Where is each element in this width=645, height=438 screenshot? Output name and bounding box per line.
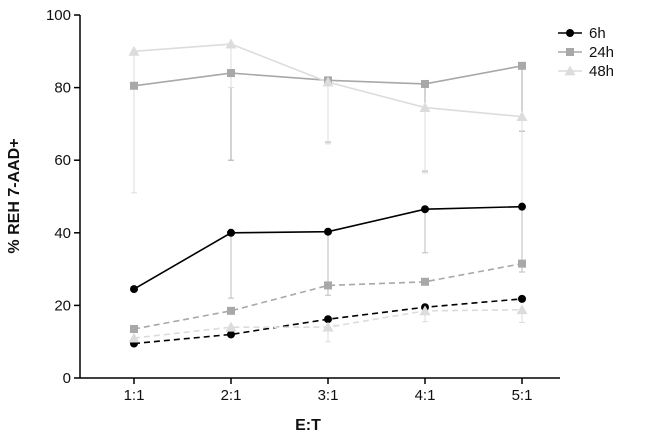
error-bar-48h-solid — [228, 44, 234, 89]
data-point-48h-solid — [419, 102, 431, 112]
data-point-24h-solid — [421, 79, 429, 88]
x-ticks: 1:1 2:1 3:1 4:1 5:1 — [124, 378, 533, 404]
data-point-6h-dashed — [518, 294, 526, 303]
data-point-48h-dashed — [419, 305, 431, 316]
data-point-24h-solid — [130, 81, 138, 90]
data-point-48h-solid — [128, 45, 140, 56]
error-bar-6h-solid — [422, 209, 428, 254]
data-point-6h-solid — [421, 205, 429, 214]
data-point-48h-solid — [225, 38, 237, 49]
x-tick-label: 4:1 — [415, 387, 436, 404]
data-point-24h-dashed — [227, 306, 235, 315]
data-point-6h-solid — [324, 227, 332, 236]
legend-entry-24h: 24h — [558, 44, 614, 61]
legend-marker — [566, 48, 574, 56]
data-point-6h-solid — [227, 228, 235, 237]
legend-label: 6h — [589, 25, 606, 42]
data-point-6h-dashed — [227, 330, 235, 339]
y-tick-label: 20 — [54, 297, 71, 314]
data-point-24h-dashed — [421, 277, 429, 286]
x-tick-label: 2:1 — [221, 387, 242, 404]
data-point-6h-dashed — [324, 315, 332, 324]
legend: 6h 24h 48h — [558, 25, 614, 80]
error-bar-6h-solid — [228, 232, 234, 299]
error-bars — [131, 44, 525, 343]
data-point-24h-dashed — [324, 281, 332, 290]
data-point-48h-solid — [322, 76, 334, 87]
data-point-24h-dashed — [130, 324, 138, 333]
legend-entry-48h: 48h — [558, 63, 614, 80]
data-point-48h-dashed — [516, 304, 528, 315]
series-line-24h-dashed — [133, 262, 523, 330]
legend-marker — [564, 65, 576, 76]
x-tick-label: 5:1 — [512, 387, 533, 404]
y-tick-label: 0 — [63, 370, 71, 387]
error-bar-48h-solid — [422, 107, 428, 174]
legend-label: 48h — [589, 63, 614, 80]
y-tick-label: 100 — [46, 7, 71, 24]
x-tick-label: 1:1 — [124, 387, 145, 404]
data-point-24h-dashed — [518, 259, 526, 268]
error-bar-48h-solid — [325, 82, 331, 145]
y-tick-label: 60 — [54, 152, 71, 169]
y-axis-title: % REH 7-AAD+ — [6, 138, 23, 253]
x-tick-label: 3:1 — [318, 387, 339, 404]
data-point-6h-solid — [518, 202, 526, 211]
x-axis-title: E:T — [295, 417, 321, 434]
data-point-24h-solid — [518, 61, 526, 70]
y-tick-label: 80 — [54, 80, 71, 97]
legend-marker — [566, 29, 574, 37]
data-point-24h-solid — [227, 69, 235, 78]
error-bar-48h-solid — [519, 116, 525, 208]
data-point-48h-dashed — [128, 332, 140, 343]
y-ticks: 0 20 40 60 80 100 — [46, 7, 80, 387]
data-point-48h-dashed — [322, 321, 334, 332]
data-point-48h-solid — [516, 111, 528, 122]
y-tick-label: 40 — [54, 225, 71, 242]
series-markers — [128, 38, 528, 348]
data-point-48h-dashed — [225, 321, 237, 332]
legend-entry-6h: 6h — [558, 25, 606, 42]
legend-label: 24h — [589, 44, 614, 61]
data-point-6h-solid — [130, 285, 138, 294]
error-bar-48h-solid — [131, 51, 137, 194]
